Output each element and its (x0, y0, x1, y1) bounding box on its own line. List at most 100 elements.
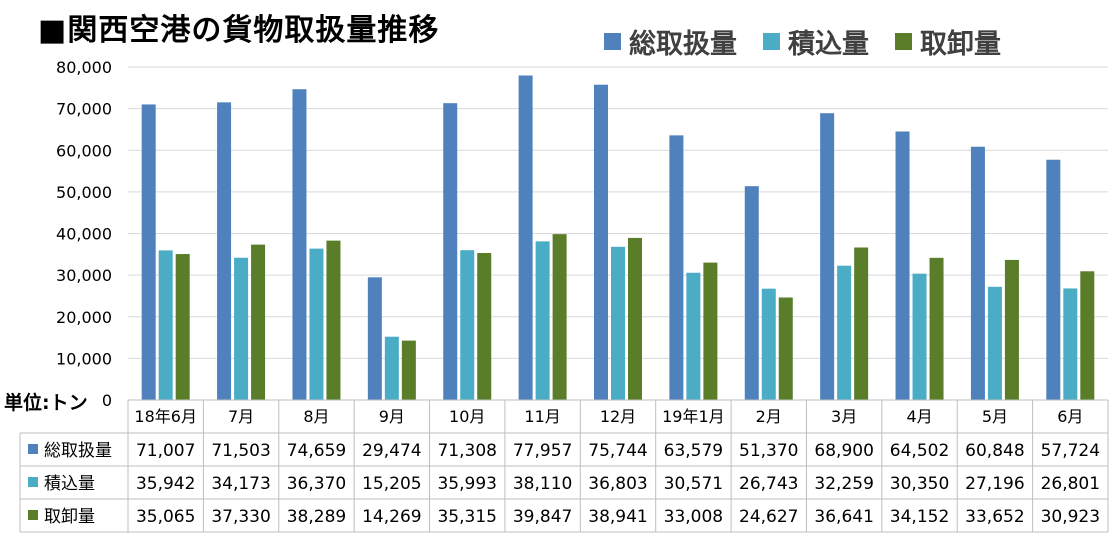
legend-item-total: 総取扱量 (604, 22, 737, 61)
bar (1080, 271, 1095, 400)
bar (309, 248, 324, 400)
data-table-cell: 39,847 (513, 507, 572, 527)
bar (535, 241, 550, 400)
bar (1004, 259, 1019, 400)
data-table-cell: 26,743 (739, 474, 798, 494)
x-tick-label: 8月 (303, 407, 329, 426)
table-legend-swatch (28, 477, 38, 487)
x-tick-label: 5月 (982, 407, 1008, 426)
legend-label-unloading: 取卸量 (920, 29, 1001, 60)
unit-label: 単位:トン (4, 392, 88, 414)
table-row-label: 積込量 (44, 474, 95, 494)
bar (628, 237, 642, 400)
data-table-cell: 71,308 (437, 441, 496, 461)
data-table-cell: 71,503 (211, 441, 270, 461)
data-table-cell: 60,848 (965, 441, 1024, 461)
data-table-cell: 35,942 (136, 474, 195, 494)
x-tick-label: 18年6月 (134, 407, 197, 426)
table-row-label: 取卸量 (44, 507, 95, 527)
data-table-cell: 26,801 (1041, 474, 1100, 494)
data-table-cell: 75,744 (588, 441, 647, 461)
table-row-label: 総取扱量 (44, 441, 112, 461)
data-table-cell: 36,370 (287, 474, 346, 494)
bar (895, 131, 910, 400)
bar (518, 75, 533, 400)
bar (970, 146, 985, 400)
data-table-cell: 63,579 (664, 441, 723, 461)
bar (912, 273, 927, 400)
y-tick-label: 10,000 (56, 349, 112, 368)
bar (778, 297, 793, 400)
data-table-cell: 68,900 (814, 441, 873, 461)
data-table-cell: 34,173 (211, 474, 270, 494)
data-table-cell: 74,659 (287, 441, 346, 461)
data-table-cell: 35,993 (437, 474, 496, 494)
y-tick-label: 80,000 (56, 58, 112, 77)
bar (761, 288, 776, 400)
data-table-cell: 30,923 (1041, 507, 1100, 527)
data-table-cell: 36,803 (588, 474, 647, 494)
table-legend-swatch (28, 444, 38, 454)
bar (611, 246, 625, 400)
data-table-cell: 34,152 (890, 507, 949, 527)
data-table-cell: 33,008 (664, 507, 723, 527)
legend-label-total: 総取扱量 (629, 29, 737, 60)
legend-item-loading: 積込量 (763, 22, 869, 61)
legend-swatch-loading (763, 33, 780, 50)
data-table-cell: 35,315 (437, 507, 496, 527)
bar (234, 257, 249, 400)
bar (443, 103, 458, 400)
bar (552, 234, 567, 400)
y-tick-label: 40,000 (56, 225, 112, 244)
data-table-cell: 57,724 (1041, 441, 1100, 461)
bar (686, 272, 701, 400)
bar (820, 113, 835, 401)
data-table-cell: 38,110 (513, 474, 572, 494)
bar (594, 84, 608, 400)
data-table-cell: 51,370 (739, 441, 798, 461)
data-table-cell: 32,259 (814, 474, 873, 494)
data-table-cell: 14,269 (362, 507, 421, 527)
bar (217, 102, 232, 400)
x-tick-label: 10月 (449, 407, 485, 426)
x-tick-label: 3月 (831, 407, 857, 426)
bar (669, 135, 684, 400)
data-table-cell: 33,652 (965, 507, 1024, 527)
y-tick-label: 70,000 (56, 100, 112, 119)
bar (292, 89, 307, 401)
x-tick-label: 4月 (906, 407, 932, 426)
y-tick-label: 50,000 (56, 183, 112, 202)
bar (251, 244, 266, 400)
data-table-cell: 64,502 (890, 441, 949, 461)
chart-title: ■関西空港の貨物取扱量推移 (38, 13, 440, 48)
bar (477, 253, 492, 400)
bar (987, 286, 1002, 400)
data-table-cell: 38,289 (287, 507, 346, 527)
x-tick-label: 9月 (379, 407, 405, 426)
data-table-cell: 36,641 (814, 507, 873, 527)
data-table-cell: 30,350 (890, 474, 949, 494)
bar (1063, 288, 1078, 400)
data-table-cell: 37,330 (211, 507, 270, 527)
bar (384, 336, 399, 400)
bar (460, 250, 475, 400)
y-tick-label: 0 (102, 391, 112, 410)
bar (326, 240, 341, 400)
legend-swatch-unloading (895, 33, 912, 50)
data-table-cell: 30,571 (664, 474, 723, 494)
table-legend-swatch (28, 510, 38, 520)
bar (158, 250, 173, 400)
y-tick-label: 20,000 (56, 308, 112, 327)
x-tick-label: 12月 (600, 407, 636, 426)
bar (141, 104, 156, 401)
bar (175, 254, 190, 400)
data-table-cell: 29,474 (362, 441, 421, 461)
bar (929, 257, 944, 400)
x-tick-label: 7月 (228, 407, 254, 426)
x-tick-label: 6月 (1057, 407, 1083, 426)
bar (401, 340, 416, 400)
x-tick-label: 19年1月 (662, 407, 725, 426)
legend-label-loading: 積込量 (788, 29, 869, 60)
bar (367, 277, 382, 400)
